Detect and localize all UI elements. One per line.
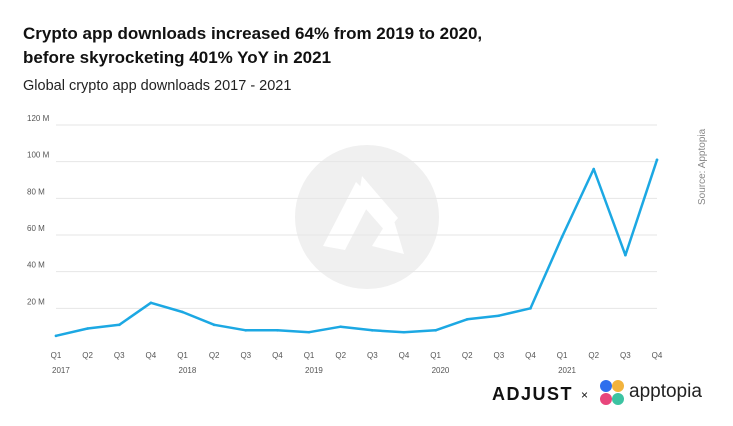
x-tick-label: Q1 <box>177 351 188 360</box>
title-line-2: before skyrocketing 401% YoY in 2021 <box>23 48 332 67</box>
x-tick-label: Q3 <box>240 351 251 360</box>
chart-title: Crypto app downloads increased 64% from … <box>23 22 623 70</box>
data-point <box>117 323 121 327</box>
data-point <box>54 334 58 338</box>
year-label: 2020 <box>432 366 450 375</box>
x-tick-label: Q2 <box>462 351 473 360</box>
data-point <box>244 329 248 332</box>
watermark-logo <box>295 145 439 289</box>
chart-subtitle: Global crypto app downloads 2017 - 2021 <box>23 78 292 94</box>
data-point <box>307 330 311 334</box>
x-tick-label: Q4 <box>525 351 536 360</box>
x-tick-label: Q4 <box>652 351 663 360</box>
data-point <box>624 253 627 257</box>
x-tick-label: Q1 <box>51 351 62 360</box>
data-point <box>434 329 437 332</box>
x-tick-label: Q1 <box>557 351 568 360</box>
x-tick-label: Q2 <box>209 351 220 360</box>
x-tick-label: Q1 <box>430 351 441 360</box>
apptopia-logo: apptopia <box>629 381 702 402</box>
data-point <box>465 318 469 321</box>
year-label: 2017 <box>52 366 70 375</box>
x-tick-label: Q4 <box>399 351 410 360</box>
year-label: 2021 <box>558 366 576 375</box>
data-point <box>497 314 501 317</box>
x-tick-label: Q4 <box>146 351 157 360</box>
x-tick-label: Q4 <box>272 351 283 360</box>
data-point <box>339 325 342 328</box>
x-tick-label: Q3 <box>114 351 125 360</box>
y-tick-label: 120 M <box>27 114 50 123</box>
data-point <box>86 327 89 330</box>
data-point <box>181 310 184 314</box>
separator: × <box>581 388 589 402</box>
adjust-logo: ADJUST <box>492 384 574 404</box>
source-note: Source: Apptopia <box>697 128 708 205</box>
x-tick-label: Q1 <box>304 351 315 360</box>
x-tick-label: Q2 <box>588 351 599 360</box>
logos: ADJUST × apptopia <box>492 378 722 414</box>
x-tick-label: Q2 <box>335 351 346 360</box>
year-label: 2018 <box>179 366 197 375</box>
x-tick-label: Q3 <box>494 351 505 360</box>
y-tick-label: 40 M <box>27 261 45 270</box>
y-tick-label: 60 M <box>27 224 45 233</box>
title-line-1: Crypto app downloads increased 64% from … <box>23 24 483 43</box>
x-tick-label: Q2 <box>82 351 93 360</box>
x-tick-label: Q3 <box>367 351 378 360</box>
y-tick-label: 80 M <box>27 187 45 196</box>
data-point <box>212 323 216 327</box>
y-tick-label: 20 M <box>27 297 45 306</box>
data-point <box>402 330 406 334</box>
apptopia-icon <box>600 380 624 405</box>
year-label: 2019 <box>305 366 323 375</box>
x-tick-label: Q3 <box>620 351 631 360</box>
data-point <box>276 329 279 332</box>
series-line <box>54 158 659 338</box>
data-point <box>560 235 564 239</box>
data-point <box>371 329 374 332</box>
data-point <box>655 158 659 162</box>
y-tick-label: 100 M <box>27 151 50 160</box>
data-point <box>592 167 596 171</box>
data-point <box>529 307 532 310</box>
data-point <box>149 301 153 305</box>
